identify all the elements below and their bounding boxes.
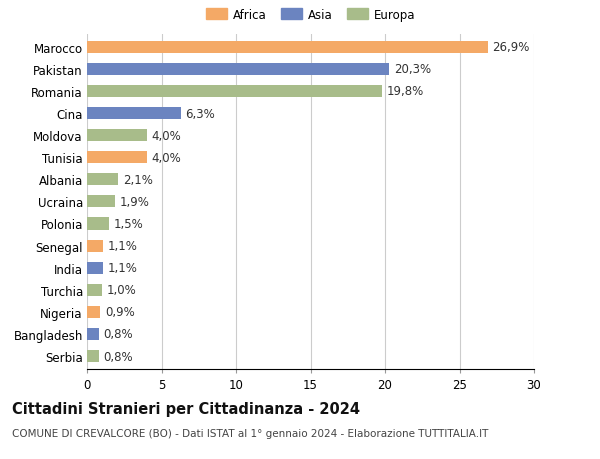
Bar	[87, 42, 488, 54]
Legend: Africa, Asia, Europa: Africa, Asia, Europa	[202, 5, 419, 25]
Text: 2,1%: 2,1%	[123, 174, 152, 186]
Text: Cittadini Stranieri per Cittadinanza - 2024: Cittadini Stranieri per Cittadinanza - 2…	[12, 402, 360, 417]
Text: 0,8%: 0,8%	[103, 350, 133, 363]
Text: 6,3%: 6,3%	[185, 107, 215, 120]
Text: 26,9%: 26,9%	[492, 41, 530, 54]
Bar	[87, 350, 99, 362]
Bar	[87, 218, 109, 230]
Text: 1,0%: 1,0%	[106, 284, 136, 297]
Bar	[87, 108, 181, 120]
Text: 19,8%: 19,8%	[386, 85, 424, 98]
Text: COMUNE DI CREVALCORE (BO) - Dati ISTAT al 1° gennaio 2024 - Elaborazione TUTTITA: COMUNE DI CREVALCORE (BO) - Dati ISTAT a…	[12, 428, 488, 438]
Text: 0,9%: 0,9%	[105, 306, 134, 319]
Bar	[87, 64, 389, 76]
Bar	[87, 130, 146, 142]
Bar	[87, 262, 103, 274]
Text: 20,3%: 20,3%	[394, 63, 431, 76]
Text: 4,0%: 4,0%	[151, 151, 181, 164]
Text: 1,1%: 1,1%	[108, 262, 138, 274]
Text: 0,8%: 0,8%	[103, 328, 133, 341]
Bar	[87, 174, 118, 186]
Bar	[87, 328, 99, 340]
Bar	[87, 152, 146, 164]
Bar	[87, 86, 382, 98]
Bar	[87, 240, 103, 252]
Bar	[87, 284, 102, 296]
Text: 1,1%: 1,1%	[108, 240, 138, 252]
Text: 4,0%: 4,0%	[151, 129, 181, 142]
Bar	[87, 196, 115, 208]
Text: 1,5%: 1,5%	[114, 218, 143, 230]
Text: 1,9%: 1,9%	[120, 196, 149, 208]
Bar	[87, 306, 100, 318]
